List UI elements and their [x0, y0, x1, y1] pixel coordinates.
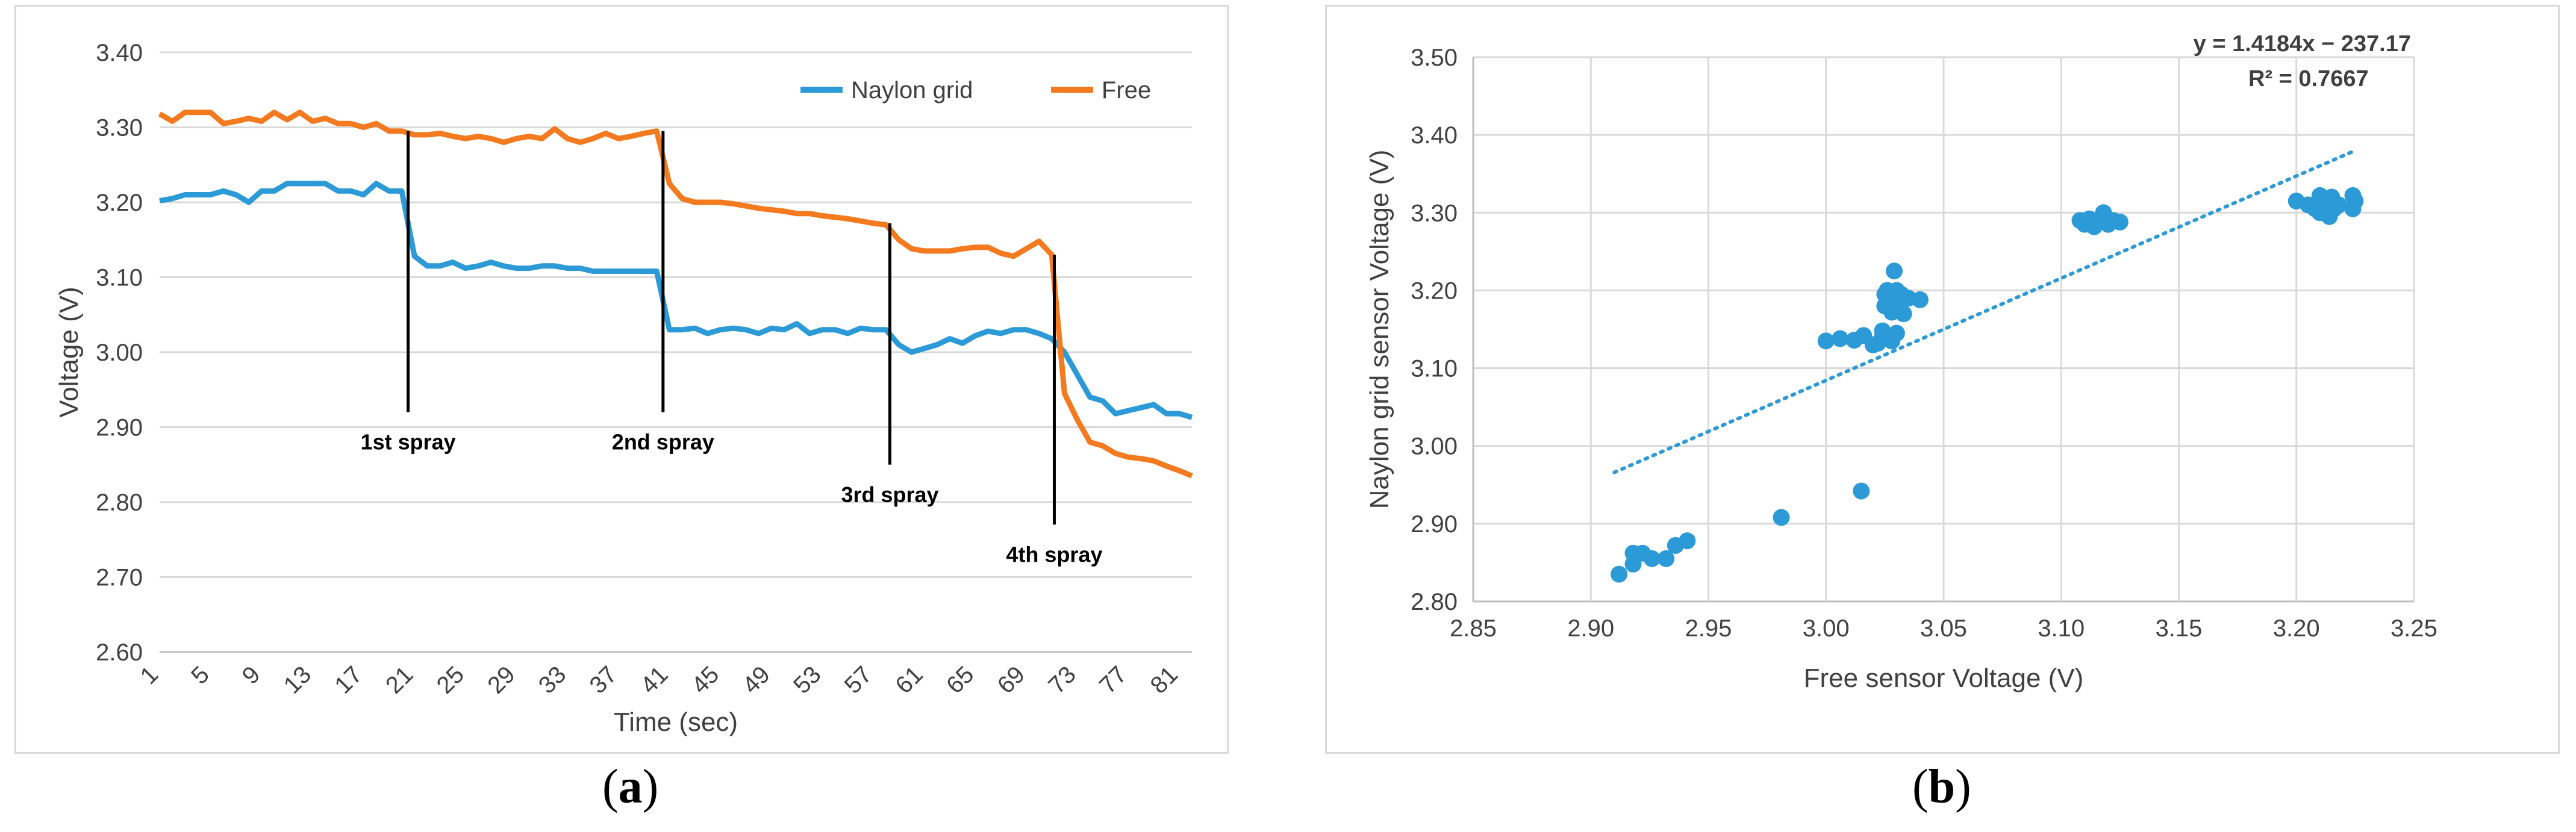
y-tick-label: 3.30	[96, 115, 143, 141]
panel-a: 2.60 2.70 2.80 2.90 3.00 3.10 3.20 3.30 3.40 1 5 9 1…	[14, 5, 1229, 754]
caption-b-letter: b	[1928, 760, 1956, 813]
scatter-point	[1883, 332, 1901, 350]
x-tick-label: 65	[941, 661, 979, 699]
x-tick-label: 3.05	[1920, 615, 1967, 642]
scatter-point	[1611, 565, 1628, 583]
line-chart: 2.602.702.802.903.003.103.203.303.401 5 9 1…	[54, 40, 1193, 737]
x-tick-label: 41	[635, 661, 673, 699]
y-tick-label: 3.20	[96, 190, 143, 216]
x-tick-label: 2.95	[1685, 615, 1732, 642]
scatter-point	[1773, 509, 1790, 526]
x-axis-title: Time (sec)	[614, 707, 738, 737]
caption-b: (b)	[1912, 760, 1971, 813]
scatter-point	[2330, 196, 2348, 214]
x-tick-label: 13	[279, 661, 317, 699]
scatter-point	[2111, 213, 2128, 231]
x-tick-label: 49	[737, 661, 775, 699]
scatter-point	[1895, 305, 1912, 323]
y-tick-label: 2.70	[96, 565, 143, 591]
r-squared-label: R² = 0.7667	[2248, 66, 2369, 92]
y-tick-label: 2.80	[1411, 589, 1458, 615]
x-tick-label: 77	[1094, 661, 1132, 699]
x-tick-label: 37	[585, 661, 623, 699]
y-tick-label: 3.10	[96, 265, 143, 291]
scatter-point	[1832, 330, 1849, 347]
scatter-point	[1679, 532, 1696, 550]
y-tick-label: 3.30	[1411, 200, 1458, 226]
x-tick-label: 5	[186, 661, 214, 689]
scatter-chart: 2.80 2.90 3.00 3.10 3.20 3.30 3.40 3.50 2.85 2.90…	[1365, 31, 2437, 693]
x-axis-title: Free sensor Voltage (V)	[1804, 663, 2084, 693]
x-tick-label: 9	[237, 661, 266, 689]
x-tick-label: 69	[993, 661, 1031, 699]
y-tick-label: 2.90	[96, 415, 143, 441]
y-tick-label: 2.60	[96, 639, 143, 666]
scatter-point	[1658, 550, 1675, 567]
y-tick-label: 3.00	[1411, 433, 1458, 460]
panel-b: 2.80 2.90 3.00 3.10 3.20 3.30 3.40 3.50 2.85 2.90…	[1325, 5, 2560, 754]
series-line-naylon-grid	[159, 181, 1193, 420]
trendline	[1612, 148, 2357, 474]
y-tick-label: 3.50	[1411, 45, 1458, 71]
spray-label: 1st spray	[361, 430, 456, 455]
x-tick-label: 3.25	[2390, 615, 2437, 642]
x-tick-label: 45	[687, 661, 725, 699]
legend-label: Free	[1102, 77, 1151, 104]
y-tick-label: 2.80	[96, 489, 143, 516]
x-tick-label: 3.15	[2156, 615, 2203, 642]
y-tick-label: 3.40	[1411, 122, 1458, 149]
y-tick-label: 3.40	[96, 40, 143, 66]
y-tick-label: 3.20	[1411, 278, 1458, 304]
x-tick-label: 2.85	[1450, 615, 1497, 642]
scatter-point	[2347, 192, 2364, 210]
legend-label: Naylon grid	[851, 77, 973, 104]
y-axis-title: Naylon grid sensor Voltage (V)	[1365, 150, 1394, 509]
series-line-free	[158, 110, 1193, 479]
spray-label: 2nd spray	[612, 430, 714, 455]
spray-label: 3rd spray	[841, 482, 938, 507]
x-tick-label: 25	[432, 661, 470, 699]
x-tick-label: 57	[840, 661, 878, 699]
scatter-point	[1853, 482, 1870, 500]
spray-label: 4th spray	[1006, 542, 1102, 567]
x-tick-label: 61	[890, 661, 928, 699]
y-tick-label: 3.10	[1411, 356, 1458, 382]
x-tick-label: 33	[534, 661, 572, 699]
x-tick-label: 81	[1146, 661, 1184, 699]
y-axis-title: Voltage (V)	[54, 287, 84, 418]
x-tick-label: 21	[381, 661, 419, 699]
x-tick-label: 73	[1043, 661, 1081, 699]
x-tick-label: 3.00	[1803, 615, 1850, 642]
scatter-point	[1817, 332, 1835, 350]
x-tick-label: 17	[329, 661, 367, 699]
x-tick-label: 3.10	[2038, 615, 2085, 642]
x-tick-label: 2.90	[1567, 615, 1614, 642]
caption-a-letter: a	[618, 760, 643, 813]
caption-a: (a)	[602, 760, 659, 813]
scatter-point	[1911, 291, 1929, 308]
scatter-point	[1643, 550, 1661, 567]
x-tick-label: 3.20	[2273, 615, 2320, 642]
trendline-equation: y = 1.4184x − 237.17	[2194, 31, 2411, 57]
x-tick-label: 29	[482, 661, 520, 699]
scatter-point	[1885, 262, 1903, 280]
y-tick-label: 3.00	[96, 340, 143, 366]
x-tick-label: 53	[788, 661, 826, 699]
y-tick-label: 2.90	[1411, 511, 1458, 538]
